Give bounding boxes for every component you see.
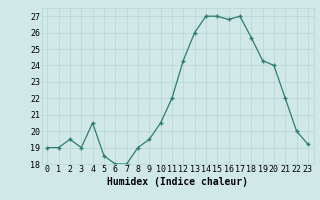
X-axis label: Humidex (Indice chaleur): Humidex (Indice chaleur)	[107, 177, 248, 187]
